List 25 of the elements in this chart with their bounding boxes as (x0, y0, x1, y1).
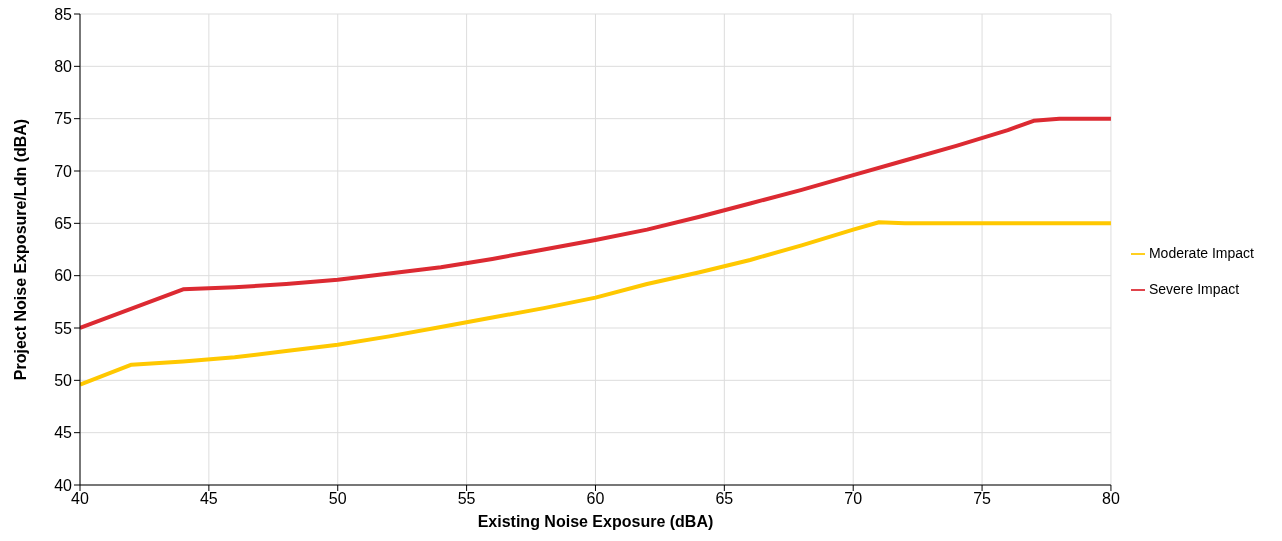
y-tick-label: 65 (54, 215, 73, 233)
x-tick-label: 70 (844, 490, 863, 508)
y-tick-label: 60 (54, 267, 73, 285)
legend-label: Severe Impact (1148, 280, 1240, 297)
x-tick-label: 45 (199, 490, 218, 508)
x-tick-label: 50 (328, 490, 347, 508)
line-series (80, 220, 1111, 387)
x-tick-label: 55 (457, 490, 476, 508)
x-tick-label: 60 (586, 490, 605, 508)
x-tick-label: 80 (1102, 490, 1120, 508)
y-tick-label: 55 (54, 319, 73, 337)
y-tick-label: 80 (54, 58, 73, 76)
y-tick-label: 40 (54, 476, 73, 494)
y-tick-label: 50 (54, 372, 73, 390)
y-axis-title: Project Noise Exposure/Ldn (dBA) (11, 118, 29, 381)
y-tick-label: 70 (54, 162, 73, 180)
y-tick-label: 75 (54, 110, 73, 128)
y-tick-label: 85 (54, 5, 73, 23)
x-axis-title: Existing Noise Exposure (dBA) (477, 513, 714, 530)
x-tick-label: 65 (715, 490, 734, 508)
x-tick-label: 40 (71, 490, 89, 508)
line-series (80, 116, 1111, 330)
legend-label: Moderate Impact (1148, 244, 1254, 261)
x-tick-label: 75 (973, 490, 992, 508)
y-tick-label: 45 (54, 424, 73, 442)
